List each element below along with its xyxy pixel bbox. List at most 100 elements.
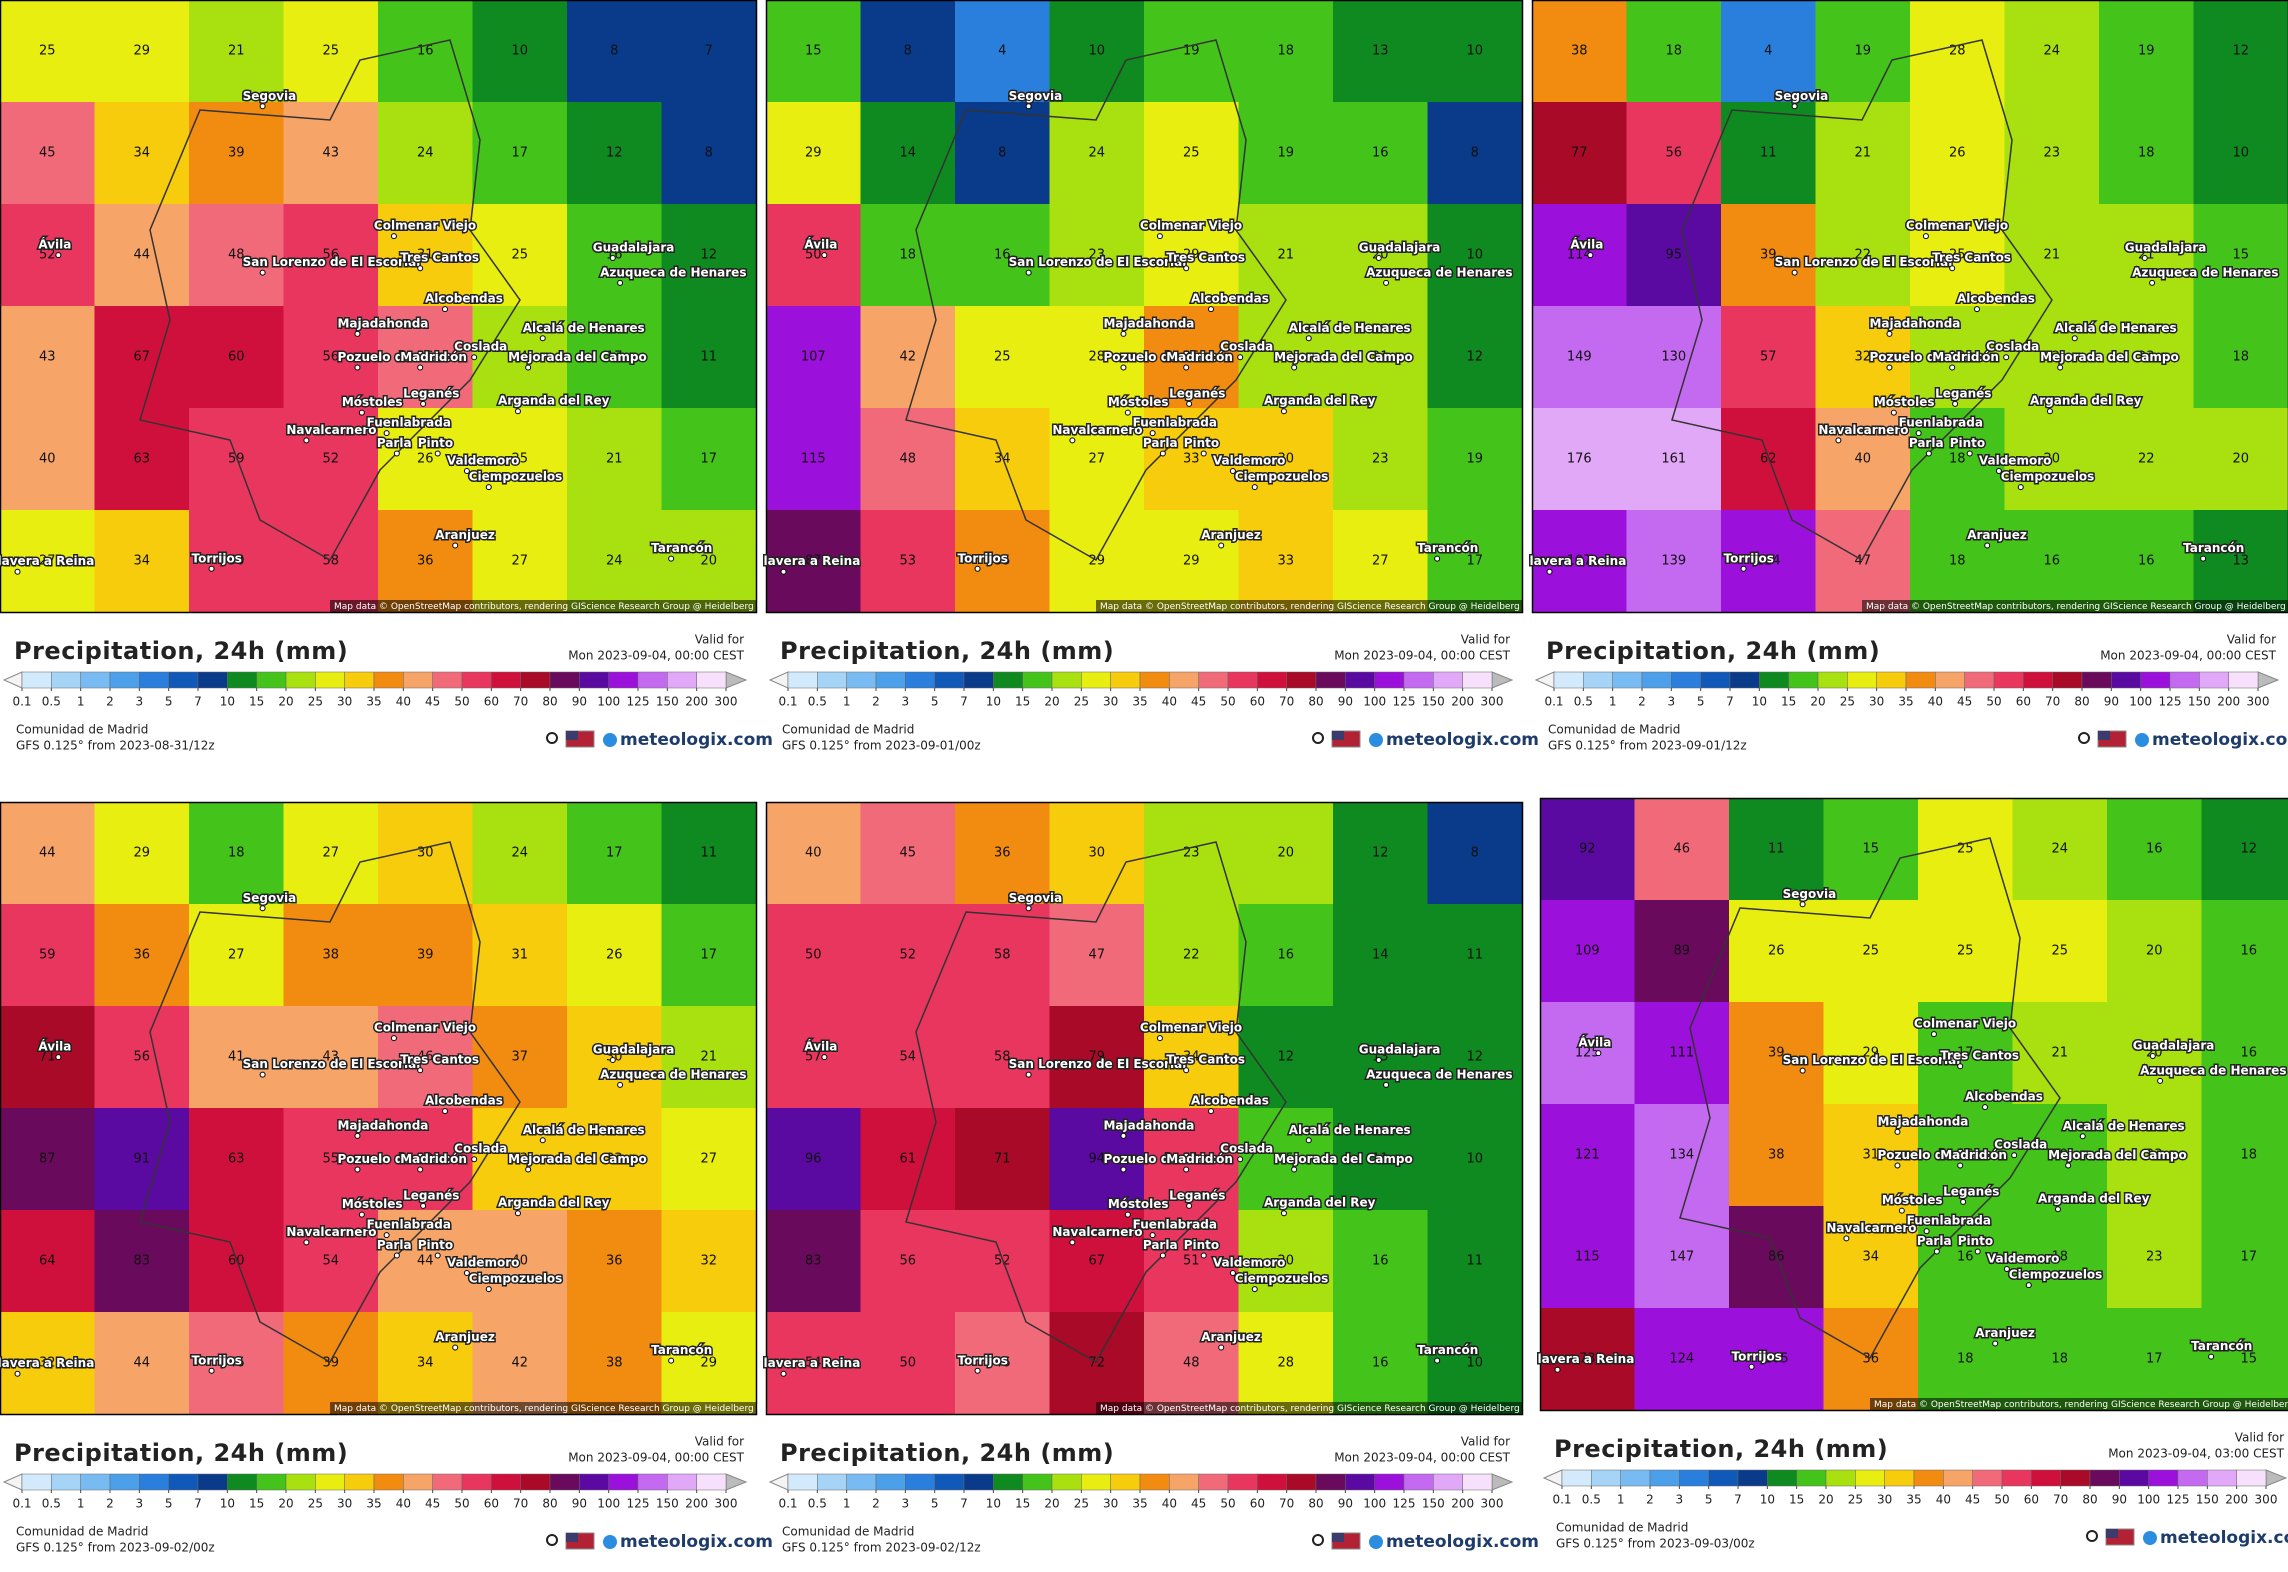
legend-tick-label: 70 [2045, 695, 2060, 709]
chart-title: Precipitation, 24h (mm) [14, 1439, 348, 1467]
place-dot [391, 1036, 396, 1041]
place-dot [1281, 1211, 1286, 1216]
legend-tick-label: 2 [106, 1497, 114, 1511]
place-label: Leganés [1169, 386, 1225, 400]
brand-logo [1369, 1535, 1383, 1549]
legend-tick-label: 3 [1668, 695, 1676, 709]
place-label: Móstoles [1874, 395, 1935, 409]
legend-swatch [227, 1474, 256, 1490]
place-dot [2201, 556, 2206, 561]
legend-tick-label: 200 [1451, 1497, 1474, 1511]
precip-value: 36 [417, 554, 434, 569]
legend-tick-label: 30 [337, 1497, 352, 1511]
legend-swatch [905, 1474, 934, 1490]
precip-value: 8 [998, 146, 1006, 161]
legend-tick-label: 0.5 [1574, 695, 1593, 709]
legend-swatch [1885, 1470, 1914, 1486]
precip-value: 16 [1372, 146, 1389, 161]
place-dot [260, 906, 265, 911]
legend-swatch [315, 1474, 344, 1490]
place-label: lavera a Reina [764, 554, 861, 568]
search-icon[interactable] [547, 1535, 557, 1545]
legend-tick-label: 100 [597, 1497, 620, 1511]
legend-swatch [876, 672, 905, 688]
legend-tick-label: 90 [1338, 695, 1353, 709]
legend-swatch [2002, 1470, 2031, 1486]
legend-swatch [257, 1474, 286, 1490]
brand-logo [2135, 733, 2149, 747]
legend-swatch [1877, 672, 1906, 688]
place-dot [1160, 451, 1165, 456]
precip-value: 51 [1183, 1254, 1200, 1269]
precip-value: 52 [899, 948, 916, 963]
place-label: Navalcarnero [1052, 423, 1142, 437]
search-icon[interactable] [2087, 1531, 2097, 1541]
legend-swatch [227, 672, 256, 688]
legend-swatch [964, 672, 993, 688]
legend-tick-label: 1 [77, 1497, 85, 1511]
valid-label: Valid for [1461, 1435, 1510, 1449]
legend-swatch [788, 1474, 817, 1490]
place-dot [355, 1133, 360, 1138]
place-dot [486, 485, 491, 490]
legend-swatch [1375, 1474, 1404, 1490]
place-dot [1160, 1253, 1165, 1258]
precip-value: 56 [1665, 146, 1682, 161]
place-label: Ávila [804, 1039, 837, 1054]
precip-value: 18 [1949, 554, 1966, 569]
precip-value: 14 [899, 146, 916, 161]
model-run: GFS 0.125° from 2023-09-01/12z [1548, 739, 1747, 753]
place-label: Segovia [243, 891, 297, 905]
precip-value: 29 [1183, 554, 1200, 569]
place-dot [1306, 336, 1311, 341]
precip-value: 19 [2138, 44, 2155, 59]
place-label: Coslada [1986, 340, 2039, 354]
flag-canton [1332, 731, 1344, 740]
legend-swatch [1789, 672, 1818, 688]
place-dot [304, 1240, 309, 1245]
place-dot [453, 543, 458, 548]
legend-swatch [1965, 672, 1994, 688]
legend-tick-label: 1 [843, 1497, 851, 1511]
legend-swatch [2053, 672, 2082, 688]
place-dot [1547, 569, 1552, 574]
search-icon[interactable] [2079, 733, 2089, 743]
precip-value: 20 [2232, 452, 2249, 467]
place-label: Segovia [1009, 891, 1063, 905]
place-label: Madrid [1932, 350, 1979, 364]
place-label: Alcalá de Henares [523, 1123, 645, 1137]
place-dot [618, 280, 623, 285]
precip-value: 27 [322, 846, 339, 861]
search-icon[interactable] [1313, 1535, 1323, 1545]
precip-value: 16 [2146, 842, 2163, 857]
legend-swatch [817, 1474, 846, 1490]
precip-value: 36 [133, 948, 150, 963]
legend-tick-label: 100 [1363, 1497, 1386, 1511]
place-dot [1555, 1367, 1560, 1372]
legend-swatch [1613, 672, 1642, 688]
legend-swatch [2237, 1470, 2266, 1486]
place-dot [1121, 1167, 1126, 1172]
place-label: Parla [1143, 1238, 1178, 1252]
place-label: Mejorada del Campo [508, 1152, 647, 1166]
place-label: Navalcarnero [1826, 1221, 1916, 1235]
precip-value: 14 [1372, 948, 1389, 963]
place-label: Ciempozuelos [469, 1272, 563, 1286]
precip-value: 58 [322, 554, 339, 569]
search-icon[interactable] [1313, 733, 1323, 743]
region-name: Comunidad de Madrid [16, 1525, 148, 1539]
precip-value: 27 [1372, 554, 1389, 569]
legend-swatch [1943, 1470, 1972, 1486]
place-label: Azuqueca de Henares [2140, 1063, 2286, 1077]
legend-swatch [993, 1474, 1022, 1490]
legend-swatch [51, 672, 80, 688]
precip-value: 64 [39, 1254, 56, 1269]
legend-swatch [491, 1474, 520, 1490]
legend-swatch [51, 1474, 80, 1490]
place-dot [1187, 401, 1192, 406]
search-icon[interactable] [547, 733, 557, 743]
place-label: Guadalajara [1359, 241, 1441, 255]
legend-tick-label: 40 [396, 695, 411, 709]
place-label: Móstoles [342, 1197, 403, 1211]
